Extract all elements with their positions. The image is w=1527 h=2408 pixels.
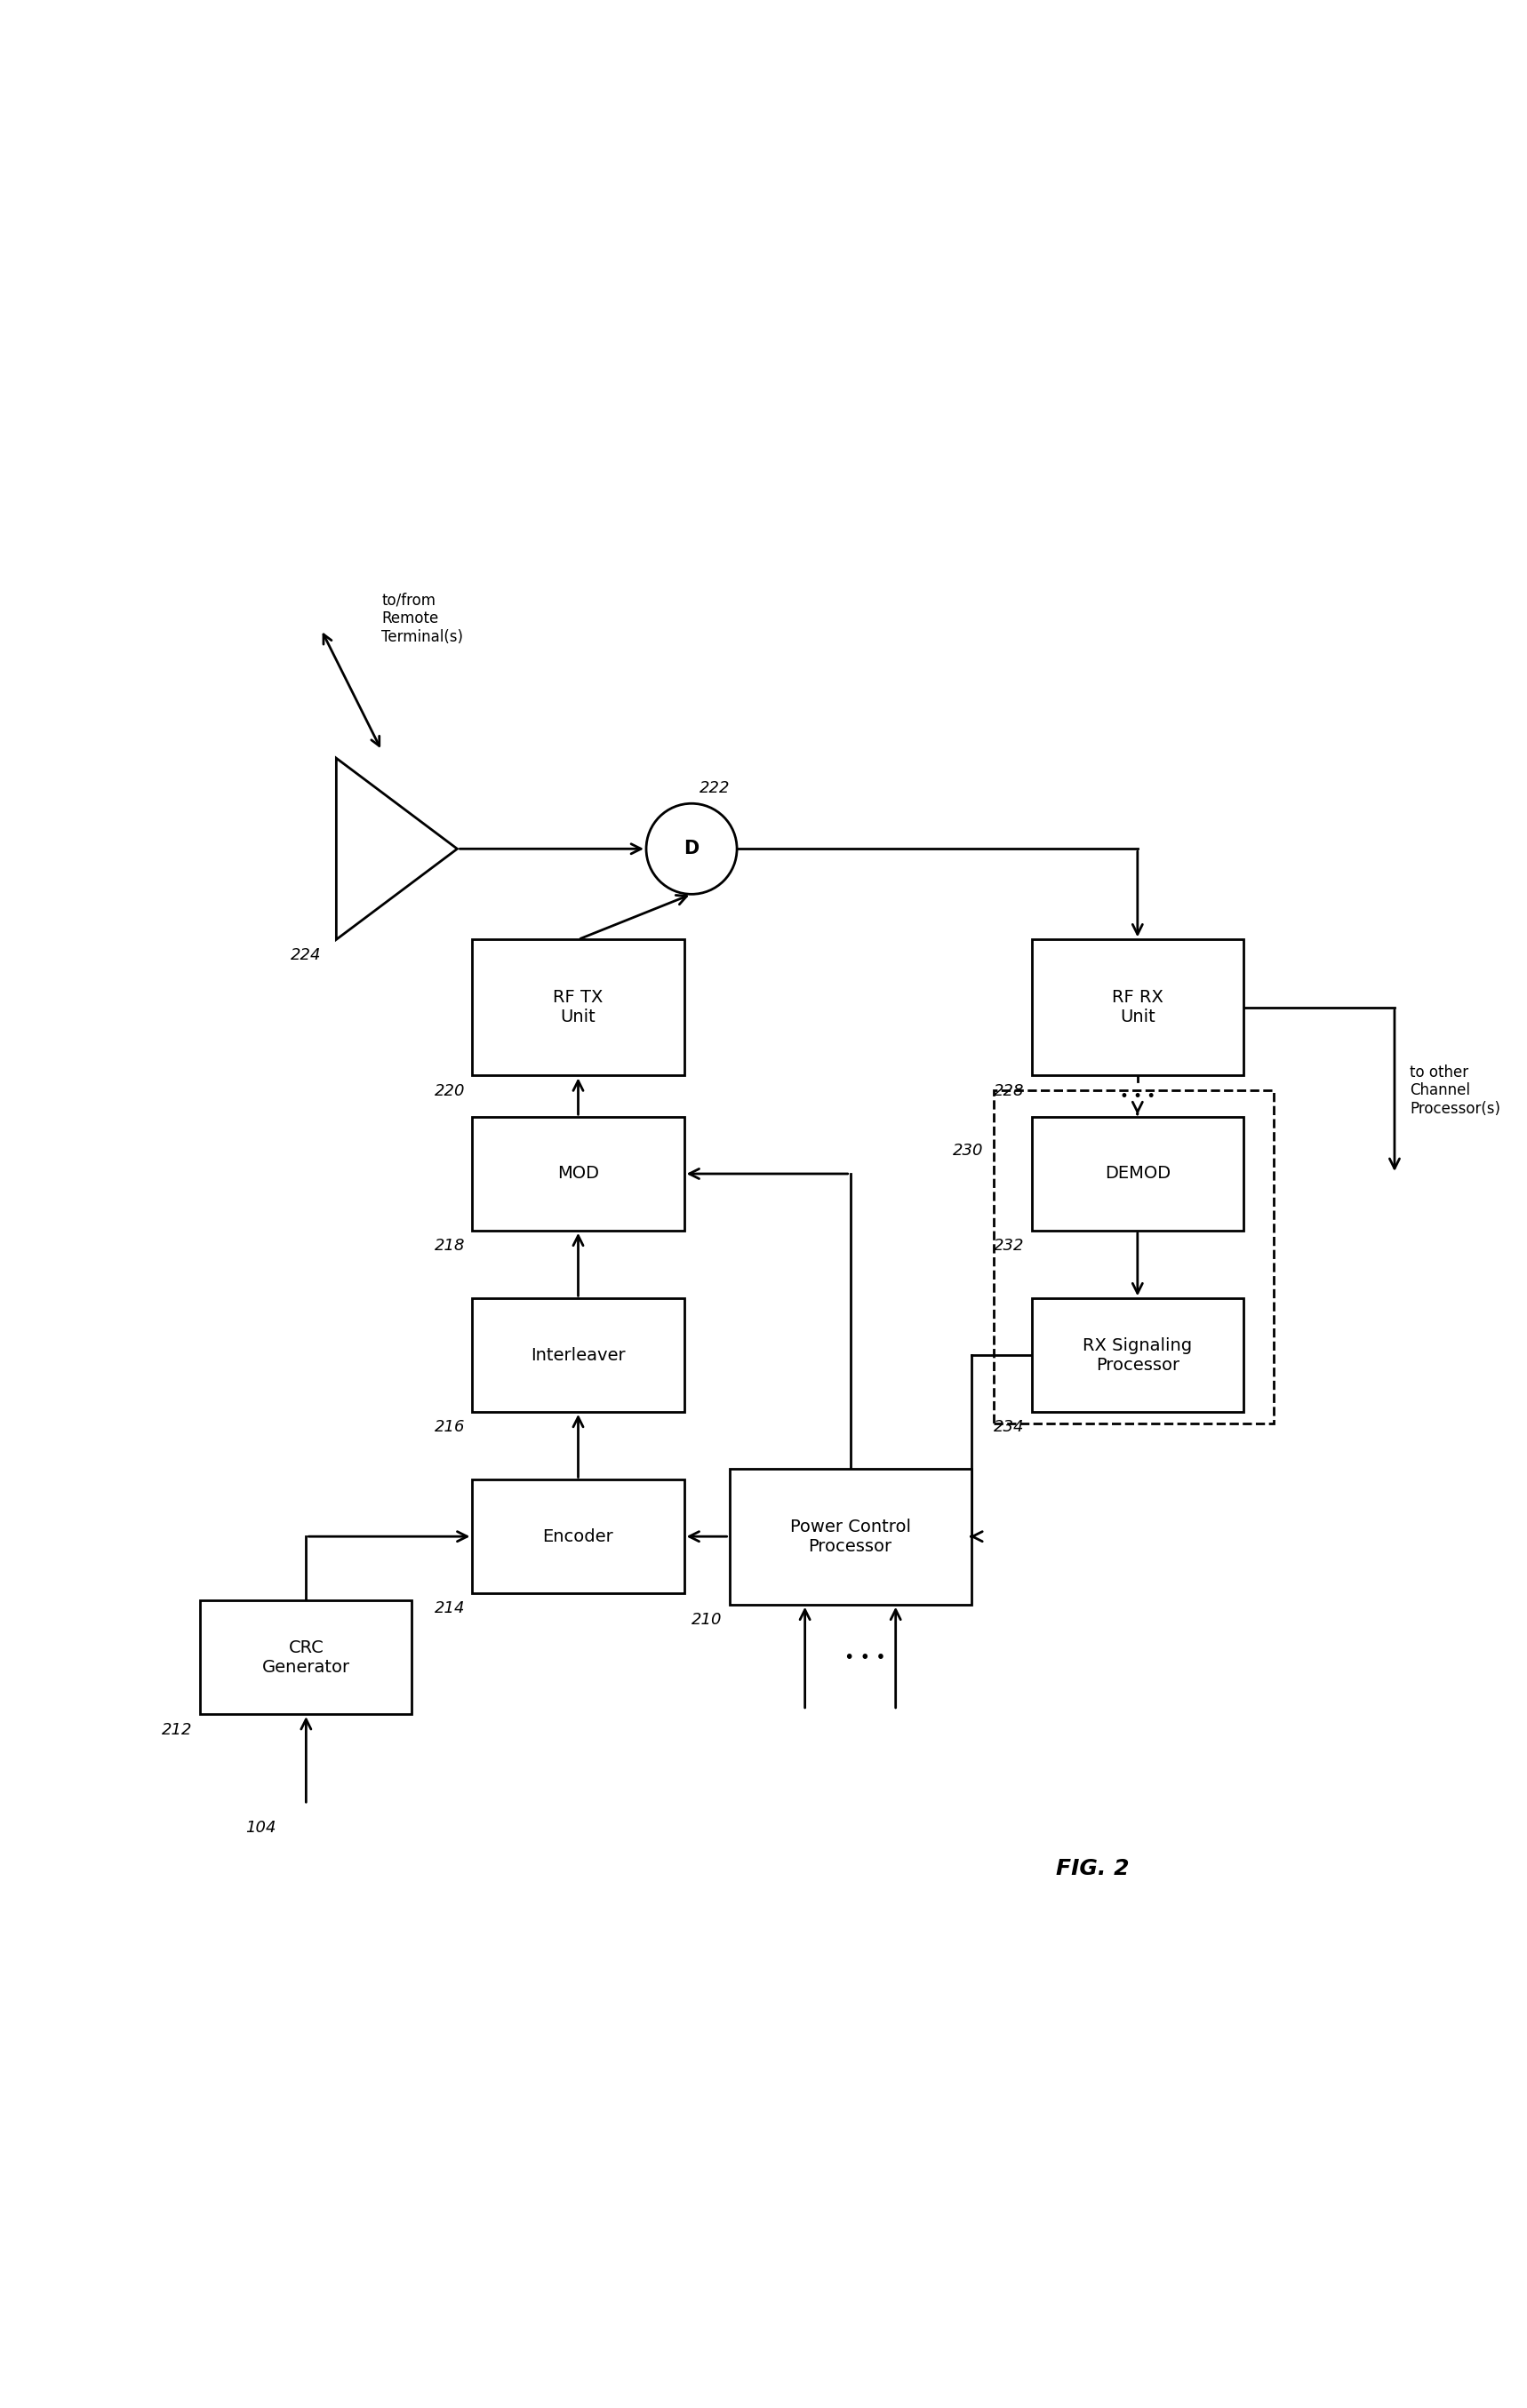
Text: 212: 212 [162, 1722, 192, 1739]
Text: • • •: • • • [844, 1649, 886, 1666]
Circle shape [646, 804, 738, 893]
Bar [730, 1469, 971, 1604]
Text: to/from
Remote
Terminal(s): to/from Remote Terminal(s) [382, 592, 463, 645]
Text: to other
Channel
Processor(s): to other Channel Processor(s) [1409, 1064, 1501, 1117]
Text: RF TX
Unit: RF TX Unit [553, 990, 603, 1026]
Text: 214: 214 [434, 1601, 464, 1616]
Text: RF RX
Unit: RF RX Unit [1112, 990, 1164, 1026]
Text: MOD: MOD [557, 1165, 599, 1182]
Text: 230: 230 [953, 1144, 983, 1158]
Bar [472, 1298, 684, 1411]
Text: 228: 228 [994, 1084, 1025, 1098]
Text: 220: 220 [434, 1084, 464, 1098]
Bar [472, 1481, 684, 1594]
Text: 216: 216 [434, 1418, 464, 1435]
Bar [200, 1601, 412, 1714]
Bar [994, 1091, 1274, 1423]
Text: 232: 232 [994, 1238, 1025, 1255]
Bar [472, 939, 684, 1076]
Text: FIG. 2: FIG. 2 [1055, 1859, 1128, 1881]
Bar [472, 1117, 684, 1230]
Text: Encoder: Encoder [542, 1529, 614, 1546]
Text: 222: 222 [699, 780, 730, 797]
Text: 224: 224 [290, 946, 321, 963]
Text: DEMOD: DEMOD [1104, 1165, 1171, 1182]
Text: 104: 104 [246, 1820, 276, 1835]
Bar [1032, 1117, 1243, 1230]
Text: D: D [684, 840, 699, 857]
Text: Power Control
Processor: Power Control Processor [789, 1519, 910, 1556]
Text: 218: 218 [434, 1238, 464, 1255]
Text: 210: 210 [692, 1611, 722, 1628]
Text: 234: 234 [994, 1418, 1025, 1435]
Bar [1032, 939, 1243, 1076]
Text: CRC
Generator: CRC Generator [263, 1640, 350, 1676]
Text: RX Signaling
Processor: RX Signaling Processor [1083, 1336, 1193, 1373]
Bar [1032, 1298, 1243, 1411]
Text: Interleaver: Interleaver [531, 1346, 626, 1363]
Text: • • •: • • • [1119, 1088, 1156, 1105]
Polygon shape [336, 759, 457, 939]
